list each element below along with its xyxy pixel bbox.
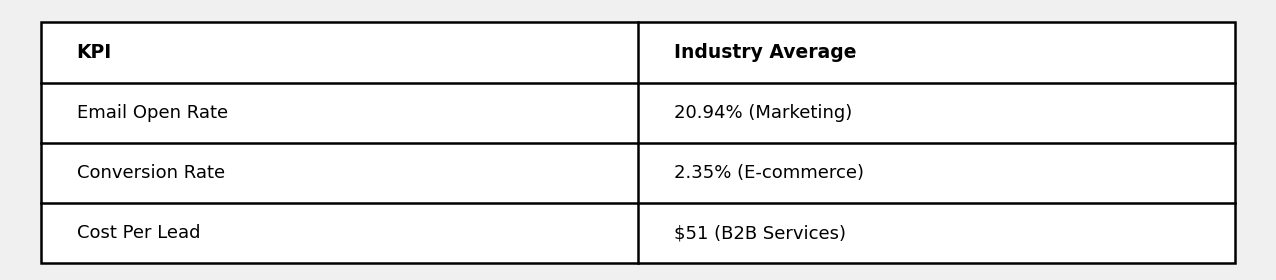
Text: Cost Per Lead: Cost Per Lead bbox=[77, 224, 200, 242]
Bar bbox=[41, 22, 1235, 263]
Text: KPI: KPI bbox=[77, 43, 112, 62]
Text: Email Open Rate: Email Open Rate bbox=[77, 104, 227, 122]
Text: 20.94% (Marketing): 20.94% (Marketing) bbox=[674, 104, 852, 122]
Text: Conversion Rate: Conversion Rate bbox=[77, 164, 225, 182]
Text: Industry Average: Industry Average bbox=[674, 43, 856, 62]
Text: 2.35% (E-commerce): 2.35% (E-commerce) bbox=[674, 164, 864, 182]
Bar bbox=[41, 22, 1235, 263]
Text: $51 (B2B Services): $51 (B2B Services) bbox=[674, 224, 846, 242]
